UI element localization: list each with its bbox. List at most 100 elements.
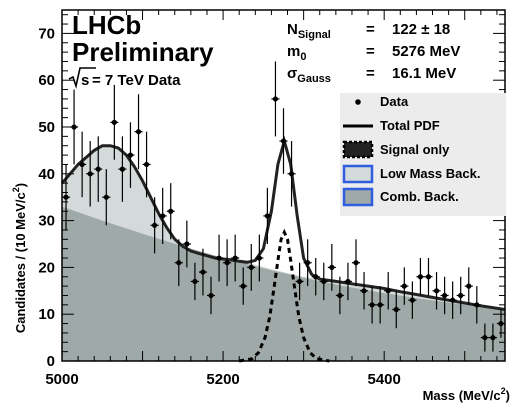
x-tick-label: 5200 — [206, 371, 239, 388]
data-point — [102, 169, 111, 226]
data-point — [263, 187, 272, 244]
data-point — [480, 323, 489, 352]
comb-background-area — [62, 206, 505, 361]
data-point — [392, 290, 401, 329]
data-point — [448, 281, 457, 319]
legend-label: Total PDF — [380, 118, 440, 133]
legend-label: Comb. Back. — [380, 189, 459, 204]
data-point — [351, 239, 361, 287]
data-point — [126, 122, 135, 188]
data-point — [190, 262, 199, 301]
total-pdf-curve — [60, 135, 506, 311]
fit-result-name: NSignal — [287, 21, 331, 41]
energy-label: s = 7 TeV Data — [68, 67, 181, 89]
data-point — [400, 267, 409, 305]
fit-result-value: 16.1 MeV — [392, 65, 456, 82]
data-point — [287, 141, 296, 207]
svg-text:s: s — [81, 72, 89, 89]
data-point — [472, 286, 481, 324]
legend-label: Low Mass Back. — [380, 166, 480, 181]
data-point — [86, 141, 95, 207]
y-tick-label: 20 — [38, 259, 55, 276]
y-tick-label: 30 — [38, 213, 55, 230]
data-point — [110, 84, 119, 160]
legend-entry: Total PDF — [343, 118, 440, 133]
data-point — [432, 272, 441, 310]
data-point — [182, 220, 191, 268]
legend-entry: Comb. Back. — [342, 187, 459, 207]
tick-labels: 5000 5200 5400 0 10 20 30 40 50 60 70 — [38, 25, 401, 388]
data-point — [384, 272, 393, 310]
data-point — [215, 234, 224, 282]
y-tick-label: 10 — [38, 306, 55, 323]
data-point — [255, 234, 264, 282]
data-points — [62, 61, 505, 352]
y-tick-label: 60 — [38, 72, 55, 89]
y-tick-label: 40 — [38, 166, 55, 183]
data-point — [247, 244, 256, 291]
data-point — [464, 267, 473, 305]
data-point — [78, 131, 87, 198]
y-tick-label: 0 — [47, 353, 55, 370]
data-point — [376, 286, 385, 324]
data-point — [94, 136, 103, 202]
data-point — [271, 61, 280, 137]
data-point — [319, 262, 328, 301]
legend-label: Signal only — [380, 142, 450, 157]
experiment-label: LHCb — [72, 10, 141, 40]
legend-entry: Signal only — [342, 140, 450, 159]
legend-label: Data — [380, 94, 409, 109]
fit-result-value: 122 ± 18 — [392, 21, 450, 38]
sqrt-symbol — [68, 67, 96, 89]
data-point — [416, 258, 425, 296]
data-point — [456, 276, 465, 315]
data-point — [360, 272, 369, 310]
y-tick-label: 50 — [38, 119, 55, 136]
comb-background-layer — [62, 145, 505, 361]
x-axis-label: Mass (MeV/c2) — [423, 386, 510, 403]
fit-result-equals: = — [366, 43, 375, 60]
x-tick-label: 5400 — [367, 371, 400, 388]
y-tick-label: 70 — [38, 25, 55, 42]
data-point — [408, 281, 417, 319]
legend-entry: Data — [355, 94, 409, 109]
fit-result-name: σGauss — [287, 65, 331, 85]
data-point — [142, 131, 151, 198]
data-point — [488, 323, 497, 352]
fit-results: NSignal = 122 ± 18 m0 = 5276 MeV σGauss = 16.1 M… — [287, 21, 460, 85]
data-point — [303, 239, 312, 287]
data-point — [424, 258, 433, 296]
data-point — [166, 183, 175, 240]
data-point — [62, 164, 71, 230]
data-point — [118, 136, 127, 202]
fit-result-value: 5276 MeV — [392, 43, 460, 60]
fit-result-equals: = — [366, 21, 375, 38]
status-label: Preliminary — [72, 37, 214, 67]
legend-entry: Low Mass Back. — [342, 164, 480, 184]
data-point — [239, 267, 248, 305]
data-point — [158, 187, 167, 244]
data-point — [335, 276, 344, 315]
x-tick-label: 5000 — [45, 371, 78, 388]
data-point — [206, 276, 216, 315]
data-point — [231, 234, 240, 282]
data-point — [327, 244, 336, 291]
data-point — [295, 262, 304, 301]
data-point — [198, 248, 207, 296]
legend: Data Total PDF Signal only Low Mass Back. Co… — [340, 93, 506, 216]
data-point — [368, 286, 377, 324]
y-axis-label: Candidates / (10 MeV/c2) — [11, 183, 28, 333]
data-point — [223, 239, 232, 287]
axis-ticks — [61, 10, 505, 362]
data-point — [440, 276, 449, 315]
svg-text:= 7 TeV Data: = 7 TeV Data — [92, 72, 181, 89]
data-point — [343, 262, 352, 301]
signal-only-curve — [238, 228, 330, 363]
data-point — [70, 89, 79, 165]
data-point — [134, 94, 143, 170]
fit-result-equals: = — [366, 65, 375, 82]
data-point — [311, 258, 320, 296]
data-point — [279, 108, 288, 174]
data-point — [150, 197, 159, 254]
